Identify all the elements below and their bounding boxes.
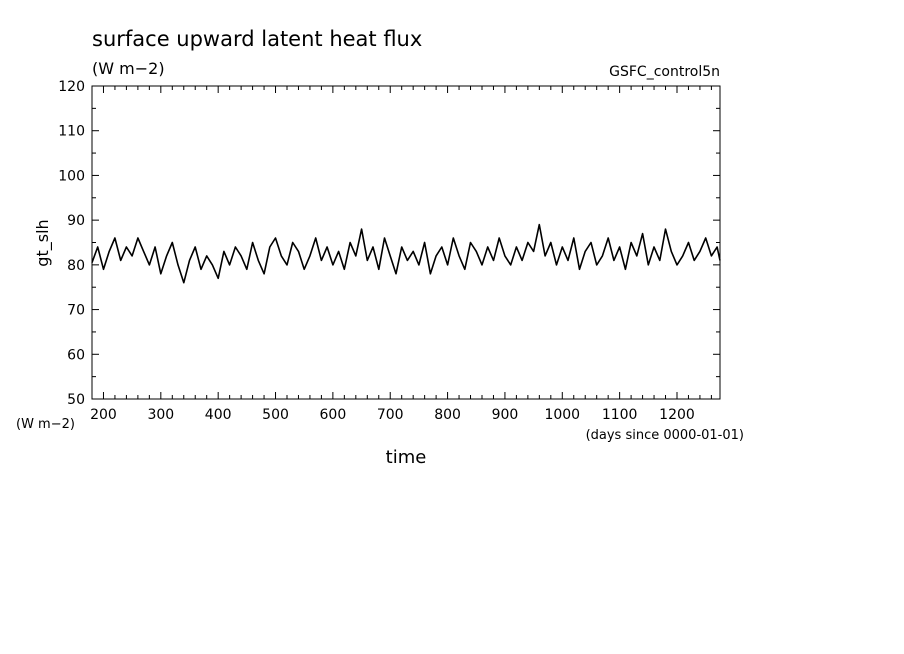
units-label: (W m−2): [92, 59, 165, 78]
x-tick-label: 500: [262, 407, 289, 423]
y-tick-label: 90: [67, 213, 85, 229]
x-tick-label: 700: [377, 407, 404, 423]
axis-ticks: [91, 85, 720, 400]
y-tick-labels: 50 60 70 80 90 100 110 120: [58, 79, 85, 408]
x-tick-label: 1100: [602, 407, 638, 423]
x-unit-label: (days since 0000-01-01): [586, 428, 744, 443]
y-tick-label: 120: [58, 79, 85, 95]
x-tick-labels: 200 300 400 500 600 700 800 900 1000 1100 1200: [90, 407, 695, 423]
y-tick-label: 110: [58, 124, 85, 140]
x-tick-label: 400: [205, 407, 232, 423]
x-tick-label: 300: [147, 407, 174, 423]
y-tick-label: 60: [67, 347, 85, 363]
run-label: GSFC_control5n: [609, 64, 720, 80]
y-unit-label: (W m−2): [16, 417, 75, 432]
series-line: [91, 223, 721, 284]
x-tick-label: 800: [434, 407, 461, 423]
x-tick-label: 900: [492, 407, 519, 423]
x-tick-label: 1200: [659, 407, 695, 423]
x-tick-label: 1000: [544, 407, 580, 423]
y-axis-label: gt_slh: [33, 219, 53, 266]
y-tick-label: 100: [58, 168, 85, 184]
y-tick-label: 80: [67, 258, 85, 274]
x-axis-label: time: [386, 447, 427, 468]
x-tick-label: 200: [90, 407, 117, 423]
y-tick-label: 50: [67, 392, 85, 408]
y-tick-label: 70: [67, 303, 85, 319]
chart-title: surface upward latent heat flux: [92, 27, 422, 51]
x-tick-label: 600: [320, 407, 347, 423]
